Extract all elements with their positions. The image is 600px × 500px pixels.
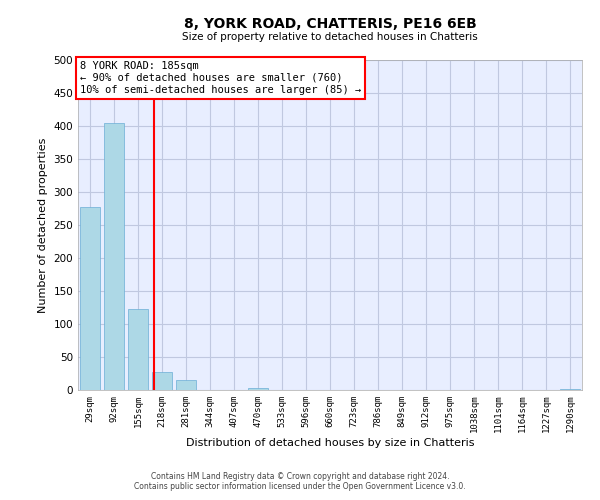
Bar: [128, 310, 148, 390]
Text: Size of property relative to detached houses in Chatteris: Size of property relative to detached ho…: [182, 32, 478, 42]
Text: Contains public sector information licensed under the Open Government Licence v3: Contains public sector information licen…: [134, 482, 466, 491]
Text: 8 YORK ROAD: 185sqm
← 90% of detached houses are smaller (760)
10% of semi-detac: 8 YORK ROAD: 185sqm ← 90% of detached ho…: [80, 62, 361, 94]
Bar: [104, 122, 124, 390]
Y-axis label: Number of detached properties: Number of detached properties: [38, 138, 48, 312]
Text: 8, YORK ROAD, CHATTERIS, PE16 6EB: 8, YORK ROAD, CHATTERIS, PE16 6EB: [184, 18, 476, 32]
Bar: [248, 388, 268, 390]
X-axis label: Distribution of detached houses by size in Chatteris: Distribution of detached houses by size …: [186, 438, 474, 448]
Bar: [152, 372, 172, 390]
Bar: [560, 388, 580, 390]
Text: Contains HM Land Registry data © Crown copyright and database right 2024.: Contains HM Land Registry data © Crown c…: [151, 472, 449, 481]
Bar: [176, 380, 196, 390]
Bar: [80, 206, 100, 390]
